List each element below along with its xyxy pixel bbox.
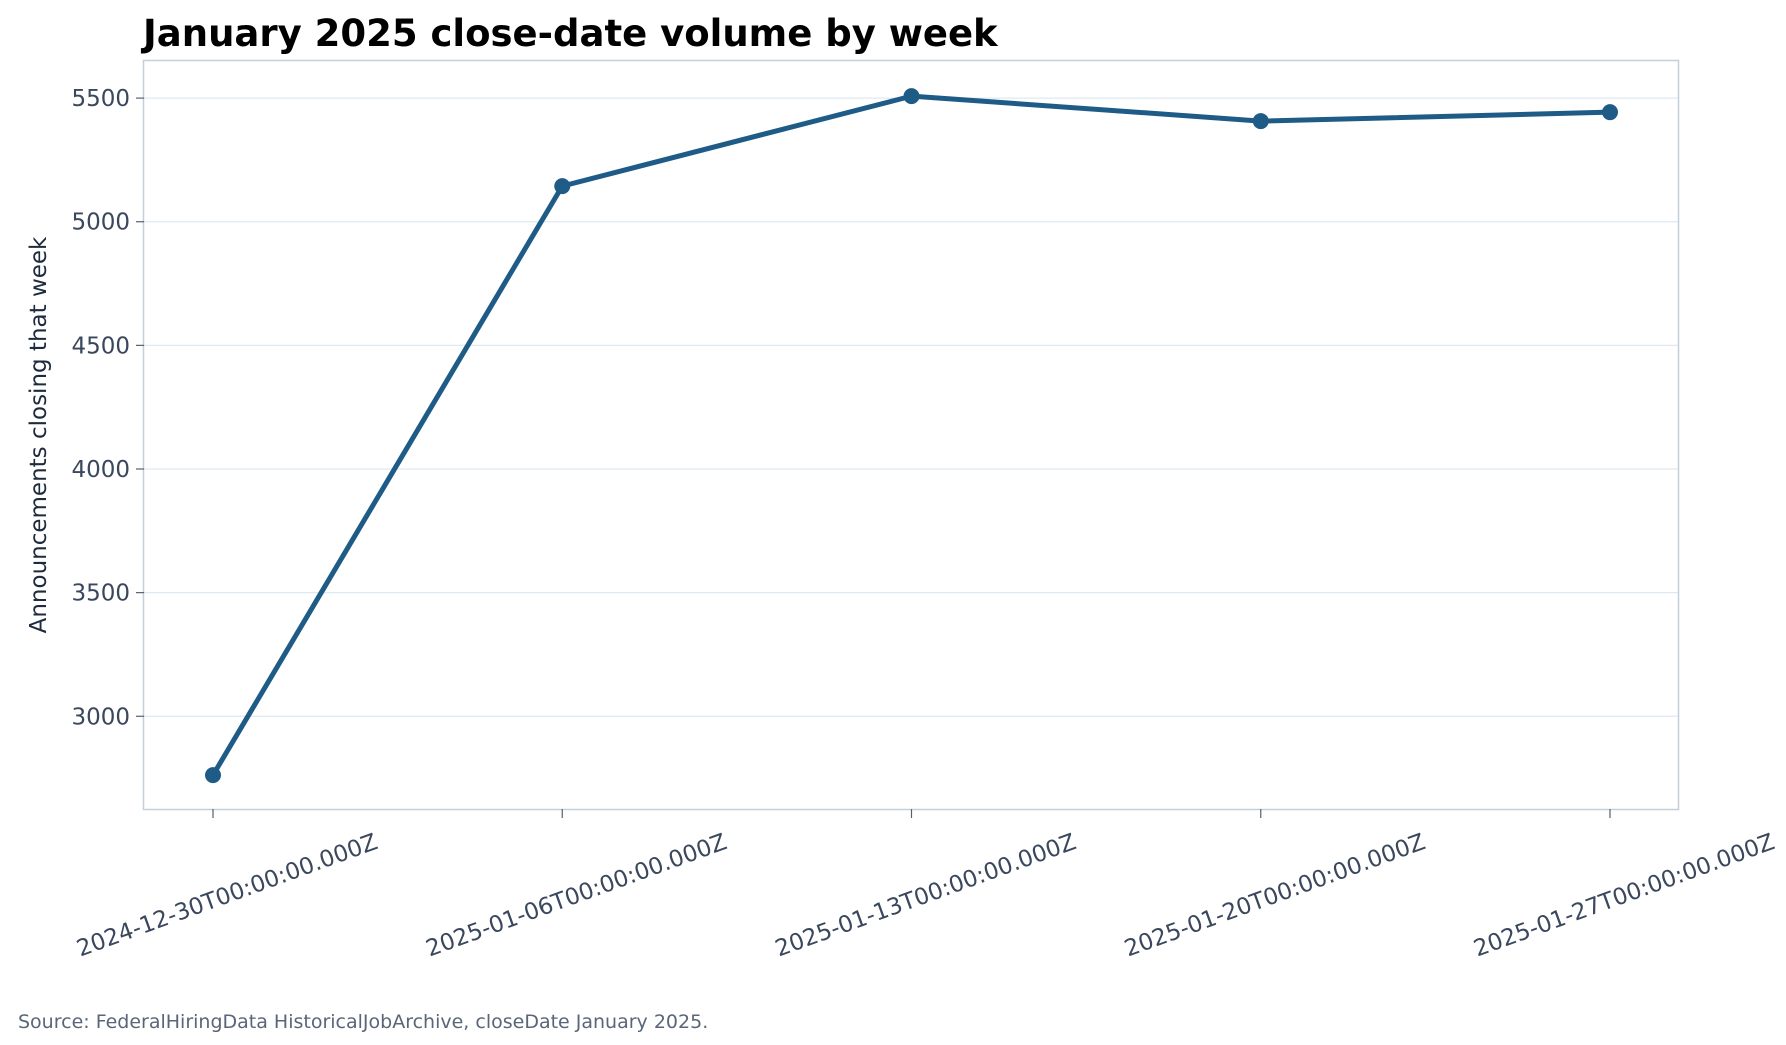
y-tick-label: 3000 (71, 704, 130, 730)
x-tick-label: 2025-01-06T00:00:00.000Z (423, 829, 731, 962)
y-axis: 3000 3500 4000 4500 5000 5500 (71, 86, 144, 730)
series-layer (205, 88, 1618, 784)
y-tick-label: 4500 (71, 333, 130, 359)
y-tick-label: 5500 (71, 86, 130, 112)
data-point (1252, 113, 1269, 130)
y-tick-label: 3500 (71, 581, 130, 607)
data-point (554, 178, 571, 195)
data-point (903, 88, 920, 105)
y-tick-label: 5000 (71, 210, 130, 236)
data-point (1602, 104, 1618, 121)
x-tick-label: 2025-01-20T00:00:00.000Z (1121, 829, 1429, 962)
x-axis: 2024-12-30T00:00:00.000Z 2025-01-06T00:00… (73, 809, 1778, 962)
series-line (210, 93, 1613, 778)
y-axis-title: Announcements closing that week (26, 236, 52, 633)
chart-title: January 2025 close-date volume by week (140, 12, 999, 55)
x-tick-label: 2025-01-13T00:00:00.000Z (772, 829, 1080, 962)
source-note: Source: FederalHiringData HistoricalJobA… (18, 1011, 708, 1033)
gridlines (144, 97, 1678, 717)
y-tick-label: 4000 (71, 457, 130, 483)
x-tick-label: 2024-12-30T00:00:00.000Z (73, 829, 381, 962)
plot-frame (142, 59, 1680, 811)
x-tick-label: 2025-01-27T00:00:00.000Z (1470, 829, 1778, 962)
data-point (205, 767, 221, 784)
